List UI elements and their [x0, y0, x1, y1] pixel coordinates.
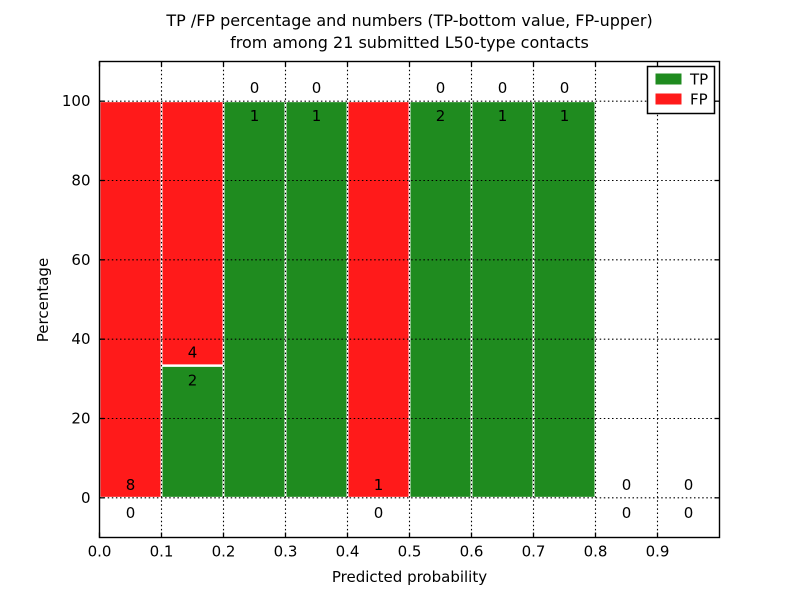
y-axis-label: Percentage: [34, 258, 52, 342]
fp-count-label: 0: [250, 79, 260, 97]
grid-layer: [99, 61, 720, 538]
chart-title-line2: from among 21 submitted L50-type contact…: [230, 33, 589, 52]
x-tick-label: 0.4: [336, 543, 360, 561]
y-tick-label: 60: [71, 251, 90, 269]
fp-count-label: 0: [622, 476, 632, 494]
x-tick-label: 0.6: [460, 543, 484, 561]
tp-count-label: 1: [498, 107, 508, 125]
fp-count-label: 1: [374, 476, 384, 494]
bars-layer: [99, 101, 596, 498]
y-tick-label: 80: [71, 172, 90, 190]
tp-count-label: 0: [374, 504, 384, 522]
x-tick-label: 0.3: [274, 543, 298, 561]
fp-count-label: 0: [498, 79, 508, 97]
fp-count-label: 0: [684, 476, 694, 494]
annotations-layer: 8 0 4 2 0 1 0 1 1 0 0 2 0 1 0 1 0 0 0 0: [126, 79, 694, 522]
bar-tp-segment: [533, 101, 596, 498]
y-tick-label: 20: [71, 410, 90, 428]
tp-count-label: 0: [684, 504, 694, 522]
chart-title-line1: TP /FP percentage and numbers (TP-bottom…: [165, 11, 652, 30]
bar-fp-segment: [161, 101, 224, 366]
fp-count-label: 4: [188, 344, 198, 362]
tp-count-label: 2: [436, 107, 446, 125]
tp-count-label: 1: [312, 107, 322, 125]
x-tick-label: 0.1: [150, 543, 174, 561]
x-tick-label: 0.8: [584, 543, 608, 561]
fp-count-label: 0: [436, 79, 446, 97]
tick-labels-layer: 0.0 0.1 0.2 0.3 0.4 0.5 0.6 0.7 0.8 0.90204060801…: [62, 92, 670, 560]
x-axis-label: Predicted probability: [332, 568, 487, 586]
bar-tp-segment: [471, 101, 534, 498]
fp-count-label: 0: [312, 79, 322, 97]
legend: TP FP: [646, 65, 716, 115]
legend-label-tp: TP: [689, 71, 708, 89]
fp-count-label: 0: [560, 79, 570, 97]
y-tick-label: 100: [62, 92, 91, 110]
x-tick-label: 0.9: [646, 543, 670, 561]
tp-count-label: 2: [188, 372, 198, 390]
legend-swatch-tp: [655, 73, 682, 85]
x-tick-label: 0.7: [522, 543, 546, 561]
tp-count-label: 0: [126, 504, 136, 522]
tp-count-label: 0: [622, 504, 632, 522]
x-tick-label: 0.2: [212, 543, 236, 561]
y-tick-label: 0: [81, 489, 91, 507]
fp-count-label: 8: [126, 476, 136, 494]
y-tick-label: 40: [71, 330, 90, 348]
bar-tp-segment: [161, 365, 224, 498]
bar-fp-segment: [99, 101, 162, 498]
bar-tp-segment: [285, 101, 348, 498]
bar-tp-segment: [409, 101, 472, 498]
x-tick-label: 0.0: [88, 543, 112, 561]
tp-count-label: 1: [250, 107, 260, 125]
legend-swatch-fp: [655, 93, 682, 105]
tp-count-label: 1: [560, 107, 570, 125]
bar-fp-segment: [347, 101, 410, 498]
tick-marks-layer: [98, 61, 720, 538]
bar-tp-segment: [223, 101, 286, 498]
x-tick-label: 0.5: [398, 543, 422, 561]
legend-label-fp: FP: [690, 91, 708, 109]
